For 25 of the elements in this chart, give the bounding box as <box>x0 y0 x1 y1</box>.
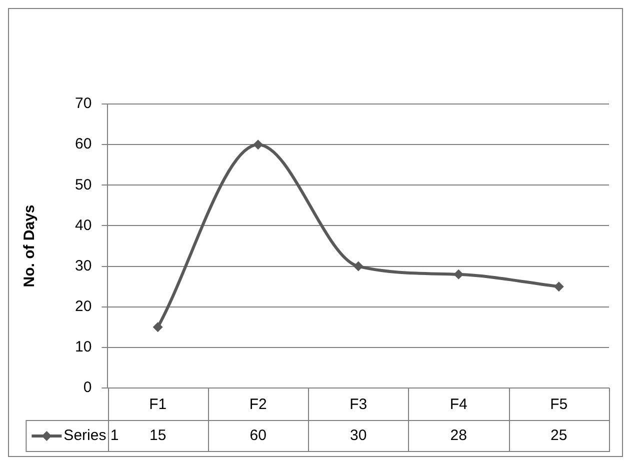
point <box>554 282 564 292</box>
data-label: 25 <box>550 427 568 444</box>
x-tick-label: F4 <box>450 396 468 414</box>
point <box>353 261 364 272</box>
point <box>454 269 464 280</box>
y-tick-label: 70 <box>74 95 92 112</box>
data-label: 30 <box>350 427 367 444</box>
y-tick-label: 0 <box>83 379 92 396</box>
data-label: 15 <box>149 427 166 444</box>
x-tick-label: F1 <box>149 396 167 414</box>
data-label: 28 <box>450 427 467 444</box>
x-tick-label: F5 <box>550 396 568 414</box>
x-tick-label: F3 <box>350 396 368 414</box>
y-tick-label: 20 <box>74 298 92 315</box>
y-tick-label: 60 <box>74 136 92 153</box>
y-tick-label: 30 <box>74 257 92 274</box>
point <box>152 322 163 332</box>
y-axis-title: No. of Days <box>21 204 38 288</box>
legend-label: Series 1 <box>64 427 119 444</box>
y-tick-label: 10 <box>74 338 92 356</box>
y-tick-label: 50 <box>74 176 92 194</box>
y-tick-label: 40 <box>74 216 92 234</box>
point <box>253 140 264 150</box>
x-tick-label: F2 <box>249 396 267 414</box>
data-label: 60 <box>250 427 266 444</box>
